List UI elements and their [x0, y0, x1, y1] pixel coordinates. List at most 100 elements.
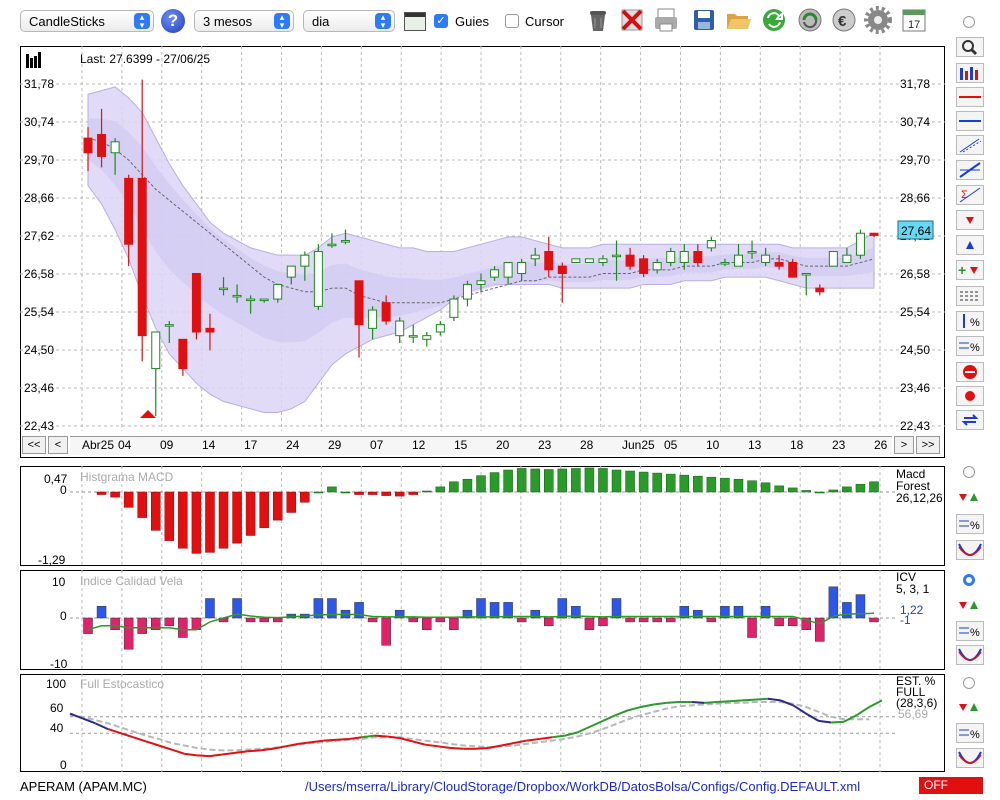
- icv-bar: [245, 617, 256, 623]
- candle-body: [381, 302, 391, 322]
- stochastic-curve-button[interactable]: [956, 748, 984, 768]
- icv-chart[interactable]: Indice Calidad Vela ICV 5, 3, 1 1,22 -1 …: [20, 570, 945, 670]
- scroll-next-button[interactable]: >: [894, 436, 914, 454]
- icv-bar: [787, 617, 798, 627]
- macd-bar: [733, 478, 744, 493]
- stop-button[interactable]: [956, 362, 984, 382]
- icv-bar: [232, 598, 242, 619]
- price-panel-radio[interactable]: [963, 16, 975, 28]
- trendline-icon: [959, 162, 981, 178]
- candle-body: [598, 258, 608, 263]
- channel-button[interactable]: [956, 135, 984, 155]
- stochastic-k-segment: [310, 739, 324, 744]
- stochastic-k-segment: [145, 740, 160, 747]
- chart-window-icon[interactable]: [404, 12, 426, 31]
- trendline-button[interactable]: [956, 160, 984, 180]
- candle: [110, 138, 120, 175]
- candle: [639, 255, 649, 278]
- buy-marker-button[interactable]: [956, 235, 984, 255]
- macd-updown-button[interactable]: [956, 488, 984, 508]
- period-value: 3 mesos: [203, 14, 253, 29]
- candle-body: [435, 324, 445, 333]
- percent-scale-button[interactable]: %: [956, 311, 984, 331]
- stochastic-updown-button[interactable]: [956, 698, 984, 718]
- stochastic-chart[interactable]: Full Estocastico EST. % FULL (28,3,6) 56…: [20, 674, 945, 772]
- bar-chart-icon[interactable]: [26, 52, 41, 68]
- help-icon[interactable]: ?: [161, 9, 185, 33]
- macd-percent-button[interactable]: %: [956, 514, 984, 534]
- calendar-icon[interactable]: 17: [900, 6, 928, 34]
- horizontal-line-blue-button[interactable]: [956, 111, 984, 131]
- icv-bar: [327, 598, 337, 619]
- candle: [788, 258, 798, 278]
- record-button[interactable]: [956, 386, 984, 406]
- scroll-last-button[interactable]: >>: [916, 436, 940, 454]
- add-remove-button[interactable]: +: [956, 260, 984, 280]
- macd-bar: [394, 491, 405, 497]
- currency-icon[interactable]: €: [830, 6, 858, 34]
- icv-percent-button[interactable]: %: [956, 621, 984, 641]
- period-select[interactable]: 3 mesos ▴ ▾: [194, 10, 294, 32]
- chart-type-select[interactable]: CandleSticks ▴ ▾: [20, 10, 154, 32]
- icv-tick-max: 10: [52, 575, 66, 589]
- macd-bar: [462, 478, 473, 493]
- off-status-badge[interactable]: OFF: [919, 777, 983, 794]
- macd-bar: [218, 491, 229, 549]
- no-entry-icon: [963, 365, 977, 379]
- candle-body: [693, 251, 703, 263]
- icv-bar: [557, 598, 568, 619]
- gear-icon[interactable]: [864, 6, 892, 34]
- indicator-button[interactable]: [956, 63, 984, 83]
- icv-bar: [476, 598, 486, 619]
- interval-select[interactable]: dia ▴ ▾: [303, 10, 395, 32]
- percent-lines-button[interactable]: %: [956, 336, 984, 356]
- candle-body: [259, 298, 269, 302]
- calendar-day: 17: [908, 19, 920, 31]
- sell-marker-button[interactable]: [956, 210, 984, 230]
- macd-bar: [706, 476, 717, 493]
- icv-bar: [747, 617, 757, 638]
- macd-panel-radio[interactable]: [963, 466, 975, 478]
- zoom-button[interactable]: [956, 37, 984, 57]
- stochastic-percent-button[interactable]: %: [956, 723, 984, 743]
- icv-curve-button[interactable]: [956, 645, 984, 665]
- candle: [97, 108, 107, 168]
- x-tick-label: 13: [748, 438, 762, 452]
- grid-lines-button[interactable]: [956, 286, 984, 306]
- candle-body: [652, 261, 662, 271]
- delete-icon[interactable]: [618, 6, 646, 34]
- icv-updown-button[interactable]: [956, 596, 984, 616]
- stochastic-k-segment: [361, 734, 375, 739]
- scroll-first-button[interactable]: <<: [22, 436, 46, 454]
- refresh-icon[interactable]: [760, 6, 788, 34]
- stochastic-k-segment: [387, 735, 401, 740]
- stochastic-tick-0: 0: [60, 758, 67, 772]
- trash-icon[interactable]: [584, 6, 612, 34]
- cursor-checkbox[interactable]: [505, 14, 519, 28]
- fibonacci-button[interactable]: Σ: [956, 185, 984, 205]
- open-folder-icon[interactable]: [724, 6, 752, 34]
- guides-checkbox[interactable]: ✓: [434, 14, 448, 28]
- x-tick-label: 26: [874, 438, 888, 452]
- y-tick-label-right: 23,46: [900, 381, 930, 395]
- globe-refresh-icon[interactable]: [796, 6, 824, 34]
- macd-chart[interactable]: Histgrama MACD Macd Forest 26,12,26 0,47…: [20, 466, 945, 566]
- price-chart[interactable]: 31,78 30,74 29,70 28,66 27,62 26,58 25,54 24,50…: [20, 46, 945, 458]
- save-icon[interactable]: [690, 6, 718, 34]
- stochastic-panel-radio[interactable]: [963, 677, 975, 689]
- macd-curve-button[interactable]: [956, 540, 984, 560]
- icv-bar: [530, 609, 540, 619]
- y-tick-label-right: 26,58: [900, 267, 930, 281]
- icv-panel-radio[interactable]: [963, 574, 975, 586]
- candle-body: [286, 265, 296, 278]
- config-path-link[interactable]: /Users/mserra/Library/CloudStorage/Dropb…: [305, 779, 861, 794]
- macd-bar: [164, 491, 175, 541]
- print-icon[interactable]: [652, 6, 680, 34]
- macd-bar: [435, 486, 446, 493]
- sync-button[interactable]: [956, 410, 984, 430]
- stochastic-k-segment: [69, 712, 84, 720]
- horizontal-line-red-button[interactable]: [956, 87, 984, 107]
- stochastic-k-segment: [196, 754, 210, 758]
- candle: [706, 236, 716, 252]
- scroll-prev-button[interactable]: <: [48, 436, 68, 454]
